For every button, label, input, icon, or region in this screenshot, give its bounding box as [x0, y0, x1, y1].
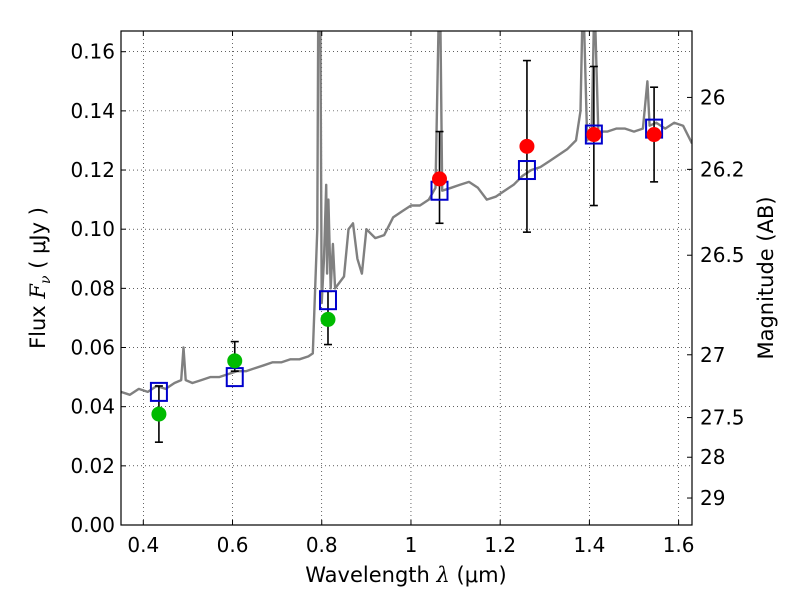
y2-axis-label: Magnitude (AB): [754, 196, 778, 359]
model-square: [517, 160, 536, 181]
x-tick-label: 1.6: [663, 533, 695, 557]
x-tick-label: 1.4: [573, 533, 605, 557]
model-square: [584, 124, 603, 145]
detection-point: [586, 127, 602, 143]
x-axis-label: Wavelength λ (μm): [305, 563, 506, 587]
spectrum-line: [121, 31, 692, 396]
y-tick-label: 0.16: [70, 40, 115, 64]
non-detection-point: [320, 311, 336, 327]
y-tick-label: 0.10: [70, 217, 115, 241]
detection-point: [519, 138, 535, 154]
plot-area: [121, 31, 692, 443]
y-tick-label: 0.02: [70, 454, 115, 478]
y-tick-label: 0.08: [70, 276, 115, 300]
mag-tick-label: 27.5: [700, 406, 745, 430]
model-square: [149, 381, 168, 402]
non-detection-point: [151, 406, 167, 422]
mag-tick-label: 28: [700, 445, 725, 469]
mag-tick-label: 27: [700, 343, 725, 367]
y-tick-label: 0.00: [70, 513, 115, 537]
axis-ticks: 0.4 0.6 0.8 1 1.2 1.4 1.6 0.00 0.02 0.04 0.06 0.08 0…: [70, 31, 745, 557]
plot-frame: [120, 30, 693, 526]
mag-tick-label: 29: [700, 486, 725, 510]
x-tick-label: 0.4: [127, 533, 159, 557]
mag-tick-label: 26: [700, 85, 725, 109]
y-tick-label: 0.14: [70, 99, 115, 123]
non-detection-point: [227, 353, 243, 369]
y-axis-label: Flux Fν ( μJy ): [26, 207, 54, 349]
y-tick-label: 0.06: [70, 336, 115, 360]
x-tick-label: 0.6: [217, 533, 249, 557]
y-tick-label: 0.12: [70, 158, 115, 182]
mag-tick-label: 26.2: [700, 157, 745, 181]
x-tick-label: 1: [405, 533, 418, 557]
model-square: [318, 290, 337, 311]
x-tick-label: 1.2: [484, 533, 516, 557]
mag-tick-label: 26.5: [700, 243, 745, 267]
x-tick-label: 0.8: [306, 533, 338, 557]
detection-point: [646, 127, 662, 143]
detection-point: [432, 171, 448, 187]
y-tick-label: 0.04: [70, 395, 115, 419]
plot-background: [121, 31, 692, 525]
